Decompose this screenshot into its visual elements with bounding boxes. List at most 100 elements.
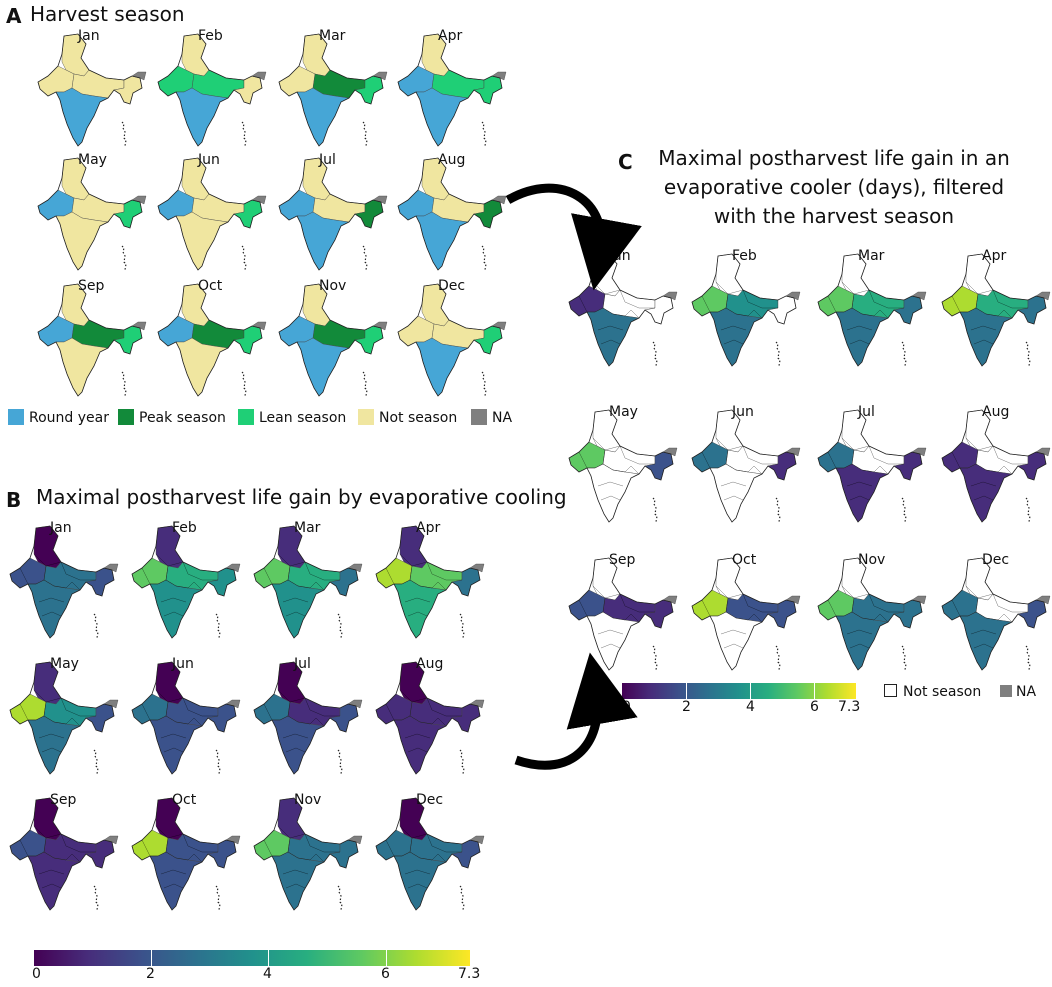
panel-b-month-label: Feb <box>172 520 197 536</box>
panel-c-month-label: Nov <box>858 552 886 568</box>
panel-a-month-label: Dec <box>438 278 466 294</box>
panel-b-month-label: Oct <box>172 792 197 808</box>
panel-c-map-sep: Sep <box>565 552 685 676</box>
panel-b-month-label: Mar <box>294 520 321 536</box>
panel-c-month-label: May <box>609 404 638 420</box>
na-box-icon <box>1000 685 1012 697</box>
panel-b-month-label: Nov <box>294 792 322 808</box>
panel-c-map-aug: Aug <box>938 404 1052 528</box>
panel-c-map-may: May <box>565 404 685 528</box>
panel-b-map-jul: Jul <box>250 656 370 780</box>
panel-a-month-label: Jul <box>319 152 336 168</box>
panel-b-month-label: Jun <box>172 656 194 672</box>
panel-b-map-feb: Feb <box>128 520 248 644</box>
panel-a-month-label: Nov <box>319 278 347 294</box>
panel-c-month-label: Jul <box>858 404 875 420</box>
na-swatch <box>471 409 487 425</box>
round-year-swatch <box>8 409 24 425</box>
panel-b-title: Maximal postharvest life gain by evapora… <box>36 485 567 509</box>
panel-b-month-label: May <box>50 656 79 672</box>
panel-a-map-mar: Mar <box>275 28 395 152</box>
panel-b-map-oct: Oct <box>128 792 248 916</box>
panel-a-map-jan: Jan <box>34 28 154 152</box>
panel-a-month-label: Oct <box>198 278 223 294</box>
legend-peak-season: Peak season <box>118 408 226 428</box>
panel-b-month-label: Apr <box>416 520 441 536</box>
not-season-swatch <box>358 409 374 425</box>
panel-c-month-label: Aug <box>982 404 1010 420</box>
panel-b-month-label: Jul <box>294 656 311 672</box>
panel-b-tick-2: 2 <box>146 966 155 982</box>
arrow-b-to-c <box>514 652 638 770</box>
panel-b-tick-max: 7.3 <box>458 966 481 982</box>
panel-c-month-label: Jun <box>732 404 754 420</box>
panel-c-legend-na: NA <box>1000 684 1036 700</box>
panel-c-map-jun: Jun <box>688 404 808 528</box>
panel-c-map-oct: Oct <box>688 552 808 676</box>
panel-c-map-dec: Dec <box>938 552 1052 676</box>
panel-c-month-label: Feb <box>732 248 757 264</box>
panel-b-month-label: Sep <box>50 792 77 808</box>
not-season-box-icon <box>884 684 897 697</box>
panel-a-map-oct: Oct <box>154 278 274 402</box>
panel-a-letter: A <box>6 4 22 28</box>
panel-c-title: Maximal postharvest life gain in an evap… <box>658 146 1010 228</box>
panel-b-colorbar: 0 2 4 6 7.3 <box>32 950 480 984</box>
panel-a-month-label: May <box>78 152 107 168</box>
panel-c-month-label: Sep <box>609 552 636 568</box>
panel-a-month-label: Feb <box>198 28 223 44</box>
arrow-a-to-c <box>505 183 642 291</box>
panel-b-month-label: Dec <box>416 792 444 808</box>
panel-a-legend: Round year Peak season Lean season Not s… <box>8 408 528 428</box>
panel-b-colorbar-gradient <box>34 950 470 966</box>
panel-a-title: Harvest season <box>30 2 185 26</box>
peak-season-swatch <box>118 409 134 425</box>
panel-b-map-jan: Jan <box>6 520 126 644</box>
panel-a-month-label: Jun <box>198 152 220 168</box>
panel-b-tick-6: 6 <box>381 966 390 982</box>
panel-a-month-label: Mar <box>319 28 346 44</box>
panel-a-map-jun: Jun <box>154 152 274 276</box>
panel-a-map-apr: Apr <box>394 28 514 152</box>
panel-c-tick-4: 4 <box>746 699 755 715</box>
panel-b-map-dec: Dec <box>372 792 492 916</box>
panel-c-tick-max: 7.3 <box>838 699 861 715</box>
panel-a-month-label: Jan <box>78 28 100 44</box>
panel-b-tick-0: 0 <box>32 966 41 982</box>
panel-c-colorbar: 0 2 4 6 7.3 <box>622 683 860 717</box>
panel-c-map-nov: Nov <box>814 552 934 676</box>
panel-a-map-jul: Jul <box>275 152 395 276</box>
legend-lean-season: Lean season <box>238 408 346 428</box>
panel-c-map-feb: Feb <box>688 248 808 372</box>
legend-round-year: Round year <box>8 408 109 428</box>
panel-b-month-label: Aug <box>416 656 444 672</box>
panel-b-letter: B <box>6 488 22 512</box>
panel-a-month-label: Aug <box>438 152 466 168</box>
panel-c-month-label: Oct <box>732 552 757 568</box>
legend-na: NA <box>471 408 512 428</box>
legend-not-season: Not season <box>358 408 457 428</box>
panel-b-map-jun: Jun <box>128 656 248 780</box>
panel-c-map-mar: Mar <box>814 248 934 372</box>
panel-c-colorbar-gradient <box>622 683 856 699</box>
panel-c-month-label: Mar <box>858 248 885 264</box>
panel-c-legend-not-season: Not season <box>884 684 981 700</box>
panel-a-map-aug: Aug <box>394 152 514 276</box>
panel-b-map-aug: Aug <box>372 656 492 780</box>
panel-a-map-nov: Nov <box>275 278 395 402</box>
panel-a-map-dec: Dec <box>394 278 514 402</box>
panel-c-tick-2: 2 <box>682 699 691 715</box>
panel-c-map-apr: Apr <box>938 248 1052 372</box>
panel-b-map-may: May <box>6 656 126 780</box>
panel-a-map-may: May <box>34 152 154 276</box>
panel-b-month-label: Jan <box>50 520 72 536</box>
panel-a-month-label: Sep <box>78 278 105 294</box>
panel-b-tick-4: 4 <box>263 966 272 982</box>
panel-b-map-nov: Nov <box>250 792 370 916</box>
panel-c-map-jul: Jul <box>814 404 934 528</box>
panel-c-tick-6: 6 <box>810 699 819 715</box>
panel-b-map-apr: Apr <box>372 520 492 644</box>
panel-c-month-label: Apr <box>982 248 1007 264</box>
panel-a-month-label: Apr <box>438 28 463 44</box>
